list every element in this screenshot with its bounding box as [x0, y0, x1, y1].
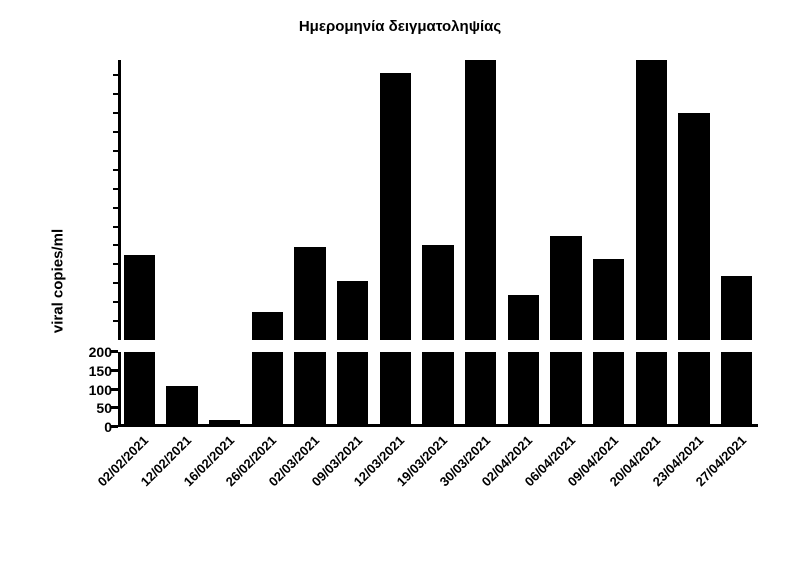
bar — [380, 73, 412, 340]
ytick — [113, 169, 118, 171]
bar — [508, 352, 540, 427]
xtick-label: 02/04/2021 — [519, 427, 535, 443]
xtick-label: 02/03/2021 — [306, 427, 322, 443]
xtick-label: 23/04/2021 — [690, 427, 706, 443]
ytick-label: 150 — [89, 363, 118, 379]
ytick — [113, 244, 118, 246]
ytick — [113, 207, 118, 209]
bar — [422, 352, 454, 427]
bar — [465, 60, 497, 340]
ytick — [113, 263, 118, 265]
y-axis-upper — [118, 60, 121, 340]
y-axis-lower — [118, 352, 121, 427]
bar — [508, 295, 540, 340]
ytick-label: 0 — [104, 419, 118, 435]
bar — [550, 352, 582, 427]
ytick — [113, 188, 118, 190]
xtick-label: 27/04/2021 — [733, 427, 749, 443]
bar — [294, 352, 326, 427]
xtick-label: 09/04/2021 — [605, 427, 621, 443]
xtick-label: 12/02/2021 — [178, 427, 194, 443]
bar — [294, 247, 326, 340]
bar — [166, 386, 198, 427]
bar — [678, 113, 710, 340]
ytick — [113, 226, 118, 228]
ytick — [113, 93, 118, 95]
ytick — [113, 112, 118, 114]
ytick — [113, 282, 118, 284]
ytick — [113, 150, 118, 152]
bar — [337, 281, 369, 340]
bar — [721, 352, 753, 427]
bar — [593, 352, 625, 427]
ytick-label: 100 — [89, 382, 118, 398]
bar — [380, 352, 412, 427]
bar — [252, 312, 284, 340]
ytick-label: 200 — [89, 344, 118, 360]
bar — [636, 60, 668, 340]
xtick-label: 16/02/2021 — [221, 427, 237, 443]
bar — [422, 245, 454, 340]
xtick-label: 20/04/2021 — [647, 427, 663, 443]
ytick-label: 50 — [96, 400, 118, 416]
y-axis-label: viral copies/ml — [50, 228, 67, 332]
bar — [550, 236, 582, 340]
bar — [636, 352, 668, 427]
bar — [252, 352, 284, 427]
ytick — [113, 301, 118, 303]
xtick-label: 19/03/2021 — [434, 427, 450, 443]
bar — [209, 420, 241, 428]
xtick-label: 30/03/2021 — [477, 427, 493, 443]
xtick-label: 06/04/2021 — [562, 427, 578, 443]
plot-area: 05010015020002/02/202112/02/202116/02/20… — [118, 60, 758, 427]
bar — [721, 276, 753, 340]
bar — [124, 255, 156, 340]
bar — [678, 352, 710, 427]
bar — [124, 352, 156, 427]
chart-container: Ημερομηνία δειγματοληψίας viral copies/m… — [0, 0, 800, 561]
xtick-label: 12/03/2021 — [391, 427, 407, 443]
ytick — [113, 320, 118, 322]
chart-title: Ημερομηνία δειγματοληψίας — [0, 18, 800, 35]
bar — [337, 352, 369, 427]
ytick — [113, 74, 118, 76]
ytick — [113, 131, 118, 133]
xtick-label: 09/03/2021 — [349, 427, 365, 443]
bar — [593, 259, 625, 340]
bar — [465, 352, 497, 427]
xtick-label: 02/02/2021 — [135, 427, 151, 443]
xtick-label: 26/02/2021 — [263, 427, 279, 443]
